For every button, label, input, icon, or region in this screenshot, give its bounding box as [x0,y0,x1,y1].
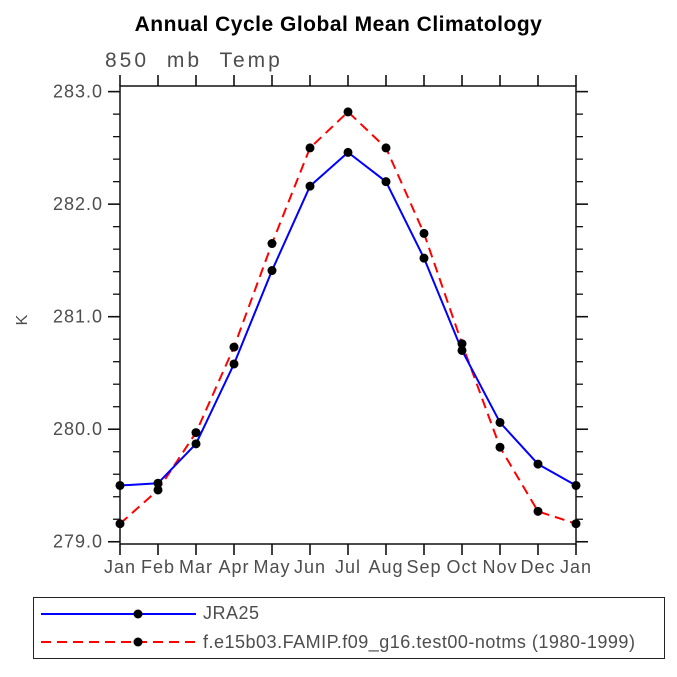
series-line-model [119,110,577,525]
y-tick-label: 279.0 [53,532,103,552]
data-point-marker [153,485,163,495]
data-point-marker [457,345,467,355]
data-point-marker [343,107,353,117]
x-tick-label: Feb [141,557,175,577]
y-tick-label: 283.0 [53,82,103,102]
legend: JRA25 f.e15b03.FAMIP.f09_g16.test00-notm… [33,597,665,659]
x-tick-label: Aug [368,557,403,577]
x-tick-label: Mar [179,557,213,577]
data-point-marker [153,478,163,488]
data-point-marker [381,143,391,153]
y-tick-label: 280.0 [53,419,103,439]
x-tick-label: May [253,557,290,577]
x-tick-label: Oct [446,557,477,577]
data-point-marker [533,506,543,516]
plot-layer: Jan Feb Mar Apr May Jun Jul Aug Sep Oct Nov Dec Jan2… [53,75,592,577]
y-axis-title: K [14,314,31,325]
data-point-marker [191,428,201,438]
data-point-marker [495,417,505,427]
data-point-marker [305,181,315,191]
y-tick-label: 282.0 [53,194,103,214]
data-point-marker [267,239,277,249]
data-point-marker [457,339,467,349]
legend-label-model: f.e15b03.FAMIP.f09_g16.test00-notms (198… [203,631,636,652]
legend-sample-model-line-icon [41,637,196,647]
legend-sample-jra25-line-icon [41,609,196,619]
x-tick-label: Jan [104,557,136,577]
data-point-marker [495,442,505,452]
data-point-marker [305,143,315,153]
data-point-marker [533,459,543,469]
data-point-marker [381,177,391,187]
legend-label-jra25: JRA25 [203,603,260,624]
series-line-jra25 [119,151,577,487]
chart-subtitle: 850 mb Temp [105,49,283,72]
x-tick-label: Jan [560,557,592,577]
data-point-marker [571,480,581,490]
data-point-marker [419,253,429,263]
x-tick-label: Nov [482,557,517,577]
data-point-marker [115,480,125,490]
data-point-marker [267,266,277,276]
data-point-marker [229,342,239,352]
y-tick-label: 281.0 [53,307,103,327]
legend-row-model: f.e15b03.FAMIP.f09_g16.test00-notms (198… [38,628,664,656]
data-point-marker [115,519,125,529]
chart-title: Annual Cycle Global Mean Climatology [134,13,543,36]
x-tick-label: Dec [520,557,555,577]
data-point-marker [419,228,429,238]
x-tick-label: Sep [406,557,441,577]
data-point-marker [571,519,581,529]
data-point-marker [229,359,239,369]
legend-row-jra25: JRA25 [38,600,664,628]
data-point-marker [343,147,353,157]
x-tick-label: Jul [335,557,361,577]
x-tick-label: Apr [218,557,249,577]
data-point-marker [191,439,201,449]
x-tick-label: Jun [294,557,326,577]
